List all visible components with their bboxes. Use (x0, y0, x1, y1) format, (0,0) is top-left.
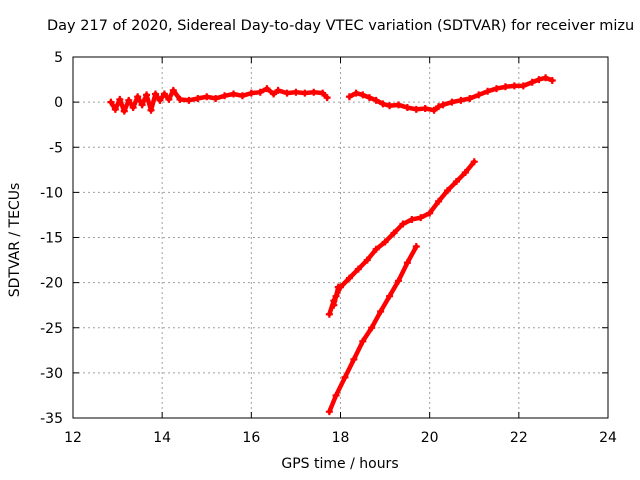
data-trail (396, 260, 410, 284)
data-trail (333, 375, 348, 398)
x-tick-label: 22 (510, 430, 528, 446)
x-tick-label: 16 (242, 430, 260, 446)
data-trail (331, 293, 339, 308)
data-trail (463, 159, 477, 175)
y-tick-label: -10 (40, 185, 63, 201)
x-tick-label: 12 (64, 430, 82, 446)
y-tick-label: -35 (40, 411, 63, 427)
data-trail (427, 199, 441, 216)
data-trail (320, 90, 330, 100)
data-trail (365, 246, 379, 263)
y-tick-label: -20 (40, 276, 63, 292)
y-tick-label: 0 (54, 95, 63, 111)
data-trail (436, 188, 450, 204)
y-tick-label: -15 (40, 231, 63, 247)
x-tick-label: 24 (599, 430, 617, 446)
plot-frame (72, 56, 609, 419)
data-trail (405, 244, 419, 266)
x-tick-label: 18 (332, 430, 350, 446)
x-tick-label: 20 (421, 430, 439, 446)
x-axis-label: GPS time / hours (281, 456, 399, 472)
y-tick-label: 5 (54, 50, 63, 66)
chart-title: Day 217 of 2020, Sidereal Day-to-day VTE… (47, 18, 635, 34)
data-trail (342, 357, 357, 380)
data-trail (369, 309, 383, 330)
data-trail (378, 293, 392, 314)
y-tick-label: -30 (40, 366, 63, 382)
data-trail (327, 393, 339, 414)
data-trail (351, 339, 366, 362)
y-tick-label: -5 (49, 140, 63, 156)
data-trail (360, 325, 374, 344)
y-axis-label: SDTVAR / TECUs (7, 182, 23, 298)
x-tick-label: 14 (153, 430, 171, 446)
y-tick-label: -25 (40, 321, 63, 337)
data-trail (543, 75, 555, 83)
data-trail (387, 278, 401, 299)
